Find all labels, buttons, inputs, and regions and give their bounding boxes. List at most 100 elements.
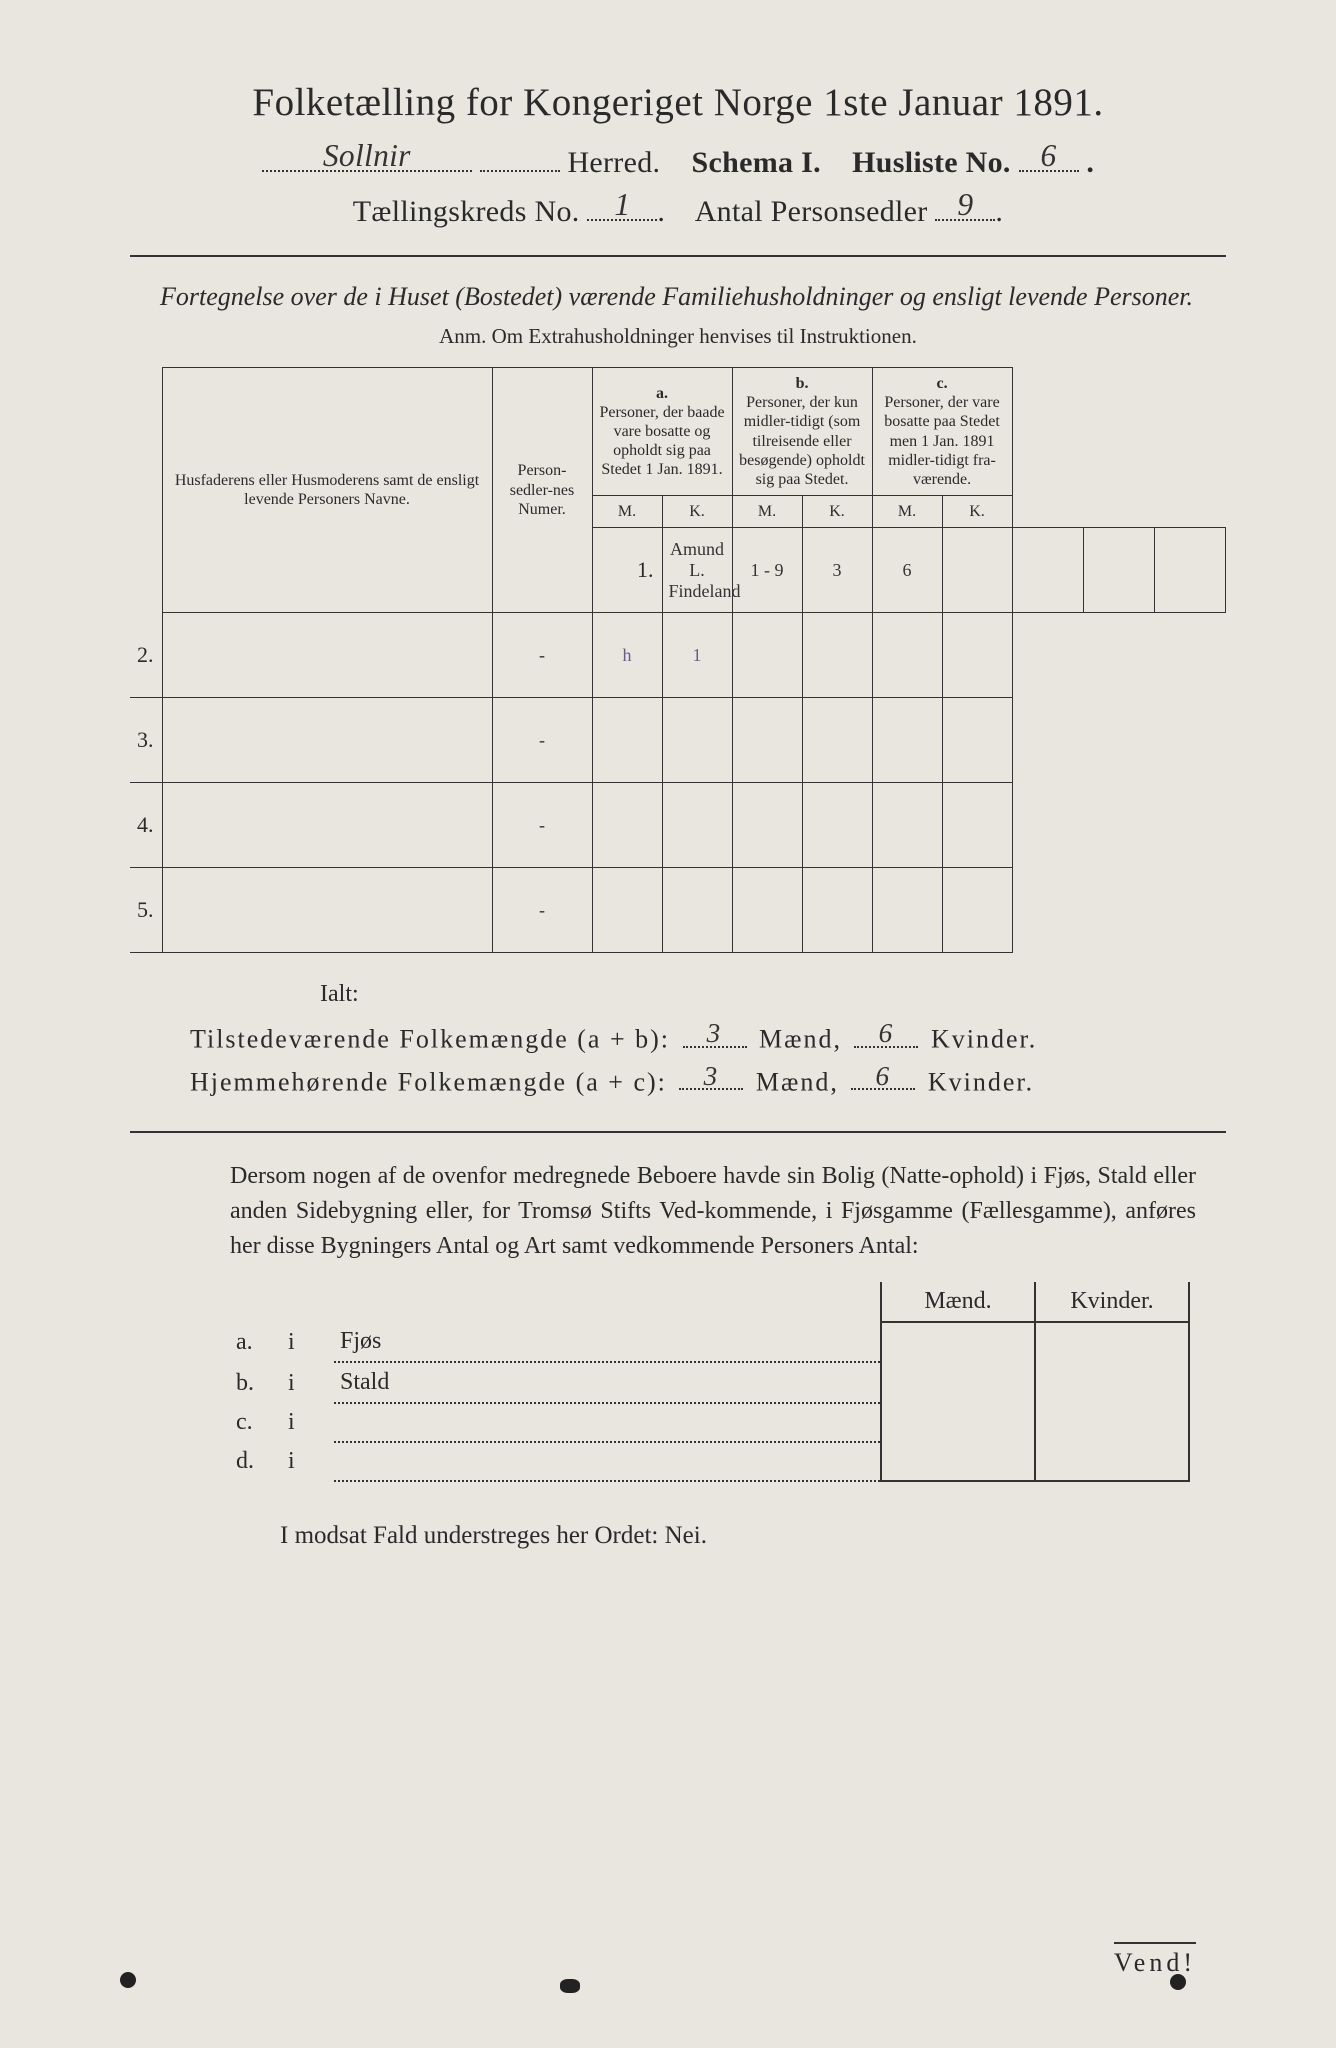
tilstede-maend-hw: 3 — [683, 1018, 747, 1049]
row-a-m — [592, 783, 662, 868]
d-dots — [334, 1442, 881, 1481]
row-b-k — [802, 698, 872, 783]
antal-label: Antal Personsedler — [695, 195, 928, 228]
row-a-k: 1 — [662, 613, 732, 698]
herred-label: Herred. — [567, 146, 660, 179]
row-b-k — [802, 613, 872, 698]
row-c-k — [942, 613, 1012, 698]
row-num: 4. — [130, 783, 162, 868]
row-c-k — [1154, 528, 1225, 613]
row-a-k — [662, 868, 732, 953]
row-a-m: 3 — [802, 528, 872, 613]
col-b-m: M. — [732, 496, 802, 528]
row-name — [162, 613, 492, 698]
row-sedler: - — [492, 868, 592, 953]
row-sedler: 1 - 9 — [732, 528, 802, 613]
husliste-label: Husliste No. — [852, 146, 1011, 179]
table-row: 3. - — [130, 698, 1226, 783]
b-kvinder — [1035, 1362, 1189, 1403]
tilstede-kvinder-hw: 6 — [854, 1018, 918, 1049]
antal-handwritten: 9 — [935, 187, 995, 223]
i-label: i — [282, 1322, 334, 1362]
row-c-k — [942, 783, 1012, 868]
col-a-k: K. — [662, 496, 732, 528]
a-kvinder — [1035, 1322, 1189, 1362]
i-label: i — [282, 1362, 334, 1403]
row-c-label: c. — [230, 1403, 282, 1442]
d-maend — [881, 1442, 1035, 1481]
row-b-m — [732, 868, 802, 953]
stald-label: Stald — [334, 1362, 881, 1403]
row-sedler: - — [492, 783, 592, 868]
row-b-m — [732, 783, 802, 868]
row-c-m — [872, 868, 942, 953]
husliste-handwritten: 6 — [1019, 138, 1079, 174]
row-num: 3. — [130, 698, 162, 783]
row-b-k — [1012, 528, 1083, 613]
col-a-header: a.Personer, der baade vare bosatte og op… — [592, 368, 732, 496]
table-row: 2. - h 1 — [130, 613, 1226, 698]
row-c-m — [1083, 528, 1154, 613]
hjemme-kvinder-hw: 6 — [851, 1061, 915, 1092]
table-row: 5. - — [130, 868, 1226, 953]
row-sedler: - — [492, 613, 592, 698]
col-c-m: M. — [872, 496, 942, 528]
row-b-k — [802, 783, 872, 868]
row-d-label: d. — [230, 1442, 282, 1481]
i-label: i — [282, 1403, 334, 1442]
divider-2 — [130, 1131, 1226, 1133]
hjemme-line: Hjemmehørende Folkemængde (a + c): 3 Mæn… — [190, 1065, 1226, 1097]
i-label: i — [282, 1442, 334, 1481]
row-c-m — [872, 783, 942, 868]
row-b-m — [942, 528, 1012, 613]
row-num: 2. — [130, 613, 162, 698]
row-name: Amund L. Findeland — [662, 528, 732, 613]
row-b-label: b. — [230, 1362, 282, 1403]
row-c-k — [942, 868, 1012, 953]
kvinder-head: Kvinder. — [1035, 1282, 1189, 1322]
row-a-m — [592, 868, 662, 953]
col-num-header: Person-sedler-nes Numer. — [492, 368, 592, 613]
vend-label: Vend! — [1114, 1942, 1196, 1978]
row-c-m — [872, 613, 942, 698]
row-a-k — [662, 783, 732, 868]
d-kvinder — [1035, 1442, 1189, 1481]
row-a-k — [662, 698, 732, 783]
row-num: 1. — [592, 528, 662, 613]
row-c-m — [872, 698, 942, 783]
b-maend — [881, 1362, 1035, 1403]
punch-hole-icon — [560, 1979, 580, 1993]
bolig-table: Mænd. Kvinder. a. i Fjøs b. i Stald c. i… — [230, 1282, 1190, 1482]
tilstede-line: Tilstedeværende Folkemængde (a + b): 3 M… — [190, 1022, 1226, 1054]
row-sedler: - — [492, 698, 592, 783]
maend-head: Mænd. — [881, 1282, 1035, 1322]
nei-line: I modsat Fald understreges her Ordet: Ne… — [280, 1522, 1226, 1550]
row-b-m — [732, 613, 802, 698]
page-title: Folketælling for Kongeriget Norge 1ste J… — [130, 80, 1226, 125]
hjemme-maend-hw: 3 — [679, 1061, 743, 1092]
punch-hole-icon — [120, 1972, 136, 1988]
bolig-paragraph: Dersom nogen af de ovenfor medregnede Be… — [230, 1159, 1196, 1263]
c-dots — [334, 1403, 881, 1442]
col-a-m: M. — [592, 496, 662, 528]
kreds-label: Tællingskreds No. — [353, 195, 580, 228]
row-num: 5. — [130, 868, 162, 953]
kreds-handwritten: 1 — [587, 187, 657, 223]
row-a-m: h — [592, 613, 662, 698]
row-a-k: 6 — [872, 528, 942, 613]
census-table: Husfaderens eller Husmoderens samt de en… — [130, 367, 1226, 953]
col-b-k: K. — [802, 496, 872, 528]
col-b-header: b.Personer, der kun midler-tidigt (som t… — [732, 368, 872, 496]
schema-label: Schema I. — [692, 146, 821, 179]
col-c-k: K. — [942, 496, 1012, 528]
col-name-header: Husfaderens eller Husmoderens samt de en… — [162, 368, 492, 613]
row-a-m — [592, 698, 662, 783]
c-kvinder — [1035, 1403, 1189, 1442]
header-line-2: Tællingskreds No. 1. Antal Personsedler … — [130, 192, 1226, 229]
anm-note: Anm. Om Extrahusholdninger henvises til … — [130, 324, 1226, 349]
row-name — [162, 698, 492, 783]
punch-hole-icon — [1170, 1974, 1186, 1990]
row-c-k — [942, 698, 1012, 783]
herred-handwritten: Sollnir — [262, 138, 472, 174]
row-name — [162, 868, 492, 953]
